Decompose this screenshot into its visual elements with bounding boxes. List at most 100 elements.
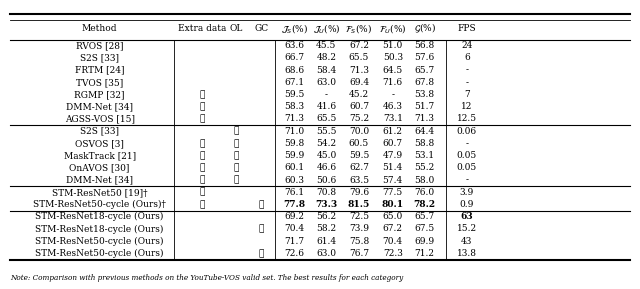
Text: 69.9: 69.9 [415, 237, 435, 246]
Text: 53.8: 53.8 [415, 90, 435, 99]
Text: DMM-Net [34]: DMM-Net [34] [66, 102, 133, 111]
Text: 55.5: 55.5 [316, 127, 337, 136]
Text: ✓: ✓ [199, 114, 205, 123]
Text: 0.05: 0.05 [457, 151, 477, 160]
Text: 46.3: 46.3 [383, 102, 403, 111]
Text: FPS: FPS [458, 23, 476, 33]
Text: AGSS-VOS [15]: AGSS-VOS [15] [65, 114, 134, 123]
Text: ✓: ✓ [199, 163, 205, 172]
Text: -: - [325, 90, 328, 99]
Text: 63: 63 [461, 212, 473, 221]
Text: 68.6: 68.6 [284, 66, 305, 75]
Text: 67.5: 67.5 [415, 225, 435, 234]
Text: ✓: ✓ [233, 127, 238, 136]
Text: ✓: ✓ [259, 200, 264, 209]
Text: 45.5: 45.5 [316, 41, 337, 50]
Text: 71.3: 71.3 [349, 66, 369, 75]
Text: 73.9: 73.9 [349, 225, 369, 234]
Text: 60.7: 60.7 [349, 102, 369, 111]
Text: 0.9: 0.9 [460, 200, 474, 209]
Text: TVOS [35]: TVOS [35] [76, 78, 124, 87]
Text: 69.4: 69.4 [349, 78, 369, 87]
Text: 75.8: 75.8 [349, 237, 369, 246]
Text: 60.5: 60.5 [349, 139, 369, 148]
Text: 77.8: 77.8 [284, 200, 305, 209]
Text: 46.6: 46.6 [316, 163, 337, 172]
Text: 67.2: 67.2 [383, 225, 403, 234]
Text: Note: Comparison with previous methods on the YouTube-VOS valid set. The best re: Note: Comparison with previous methods o… [10, 274, 404, 282]
Text: GC: GC [254, 23, 268, 33]
Text: 3.9: 3.9 [460, 188, 474, 197]
Text: -: - [465, 78, 468, 87]
Text: ✓: ✓ [259, 249, 264, 258]
Text: 43: 43 [461, 237, 472, 246]
Text: ✓: ✓ [259, 225, 264, 234]
Text: 70.4: 70.4 [383, 237, 403, 246]
Text: 73.3: 73.3 [316, 200, 337, 209]
Text: 72.5: 72.5 [349, 212, 369, 221]
Text: 69.2: 69.2 [284, 212, 305, 221]
Text: 65.7: 65.7 [415, 212, 435, 221]
Text: 59.8: 59.8 [284, 139, 305, 148]
Text: 71.3: 71.3 [284, 114, 305, 123]
Text: 65.0: 65.0 [383, 212, 403, 221]
Text: 56.8: 56.8 [415, 41, 435, 50]
Text: OSVOS [3]: OSVOS [3] [76, 139, 124, 148]
Text: $\mathcal{F}_U$(%): $\mathcal{F}_U$(%) [379, 21, 406, 34]
Text: 64.5: 64.5 [383, 66, 403, 75]
Text: 12: 12 [461, 102, 472, 111]
Text: S2S [33]: S2S [33] [80, 53, 119, 62]
Text: 59.9: 59.9 [284, 151, 305, 160]
Text: $\mathcal{G}$(%): $\mathcal{G}$(%) [413, 21, 436, 35]
Text: RGMP [32]: RGMP [32] [74, 90, 125, 99]
Text: 47.9: 47.9 [383, 151, 403, 160]
Text: 53.1: 53.1 [415, 151, 435, 160]
Text: 54.2: 54.2 [316, 139, 337, 148]
Text: 48.2: 48.2 [316, 53, 337, 62]
Text: 63.0: 63.0 [316, 249, 337, 258]
Text: 55.2: 55.2 [415, 163, 435, 172]
Text: 76.7: 76.7 [349, 249, 369, 258]
Text: ✓: ✓ [199, 200, 205, 209]
Text: 7: 7 [464, 90, 470, 99]
Text: 51.0: 51.0 [383, 41, 403, 50]
Text: ✓: ✓ [233, 139, 238, 148]
Text: ✓: ✓ [199, 151, 205, 160]
Text: STM-ResNet50-cycle (Ours)†: STM-ResNet50-cycle (Ours)† [33, 200, 166, 209]
Text: STM-ResNet18-cycle (Ours): STM-ResNet18-cycle (Ours) [35, 225, 164, 234]
Text: ✓: ✓ [199, 139, 205, 148]
Text: 0.06: 0.06 [457, 127, 477, 136]
Text: MaskTrack [21]: MaskTrack [21] [63, 151, 136, 160]
Text: 61.4: 61.4 [316, 237, 337, 246]
Text: 58.8: 58.8 [415, 139, 435, 148]
Text: S2S [33]: S2S [33] [80, 127, 119, 136]
Text: OnAVOS [30]: OnAVOS [30] [70, 163, 130, 172]
Text: -: - [465, 66, 468, 75]
Text: 64.4: 64.4 [415, 127, 435, 136]
Text: -: - [465, 139, 468, 148]
Text: 67.1: 67.1 [284, 78, 305, 87]
Text: 67.2: 67.2 [349, 41, 369, 50]
Text: 76.1: 76.1 [284, 188, 305, 197]
Text: 51.7: 51.7 [415, 102, 435, 111]
Text: ✓: ✓ [233, 151, 238, 160]
Text: 73.1: 73.1 [383, 114, 403, 123]
Text: -: - [465, 176, 468, 185]
Text: 71.7: 71.7 [284, 237, 305, 246]
Text: 12.5: 12.5 [457, 114, 477, 123]
Text: 60.3: 60.3 [284, 176, 305, 185]
Text: 63.6: 63.6 [284, 41, 305, 50]
Text: $\mathcal{J}_S$(%): $\mathcal{J}_S$(%) [281, 21, 308, 34]
Text: 57.4: 57.4 [383, 176, 403, 185]
Text: 65.5: 65.5 [349, 53, 369, 62]
Text: 70.8: 70.8 [316, 188, 337, 197]
Text: RVOS [28]: RVOS [28] [76, 41, 124, 50]
Text: $\mathcal{J}_U$(%): $\mathcal{J}_U$(%) [312, 21, 340, 34]
Text: 61.2: 61.2 [383, 127, 403, 136]
Text: 62.7: 62.7 [349, 163, 369, 172]
Text: 41.6: 41.6 [316, 102, 337, 111]
Text: 65.7: 65.7 [415, 66, 435, 75]
Text: 24: 24 [461, 41, 472, 50]
Text: 79.6: 79.6 [349, 188, 369, 197]
Text: 50.3: 50.3 [383, 53, 403, 62]
